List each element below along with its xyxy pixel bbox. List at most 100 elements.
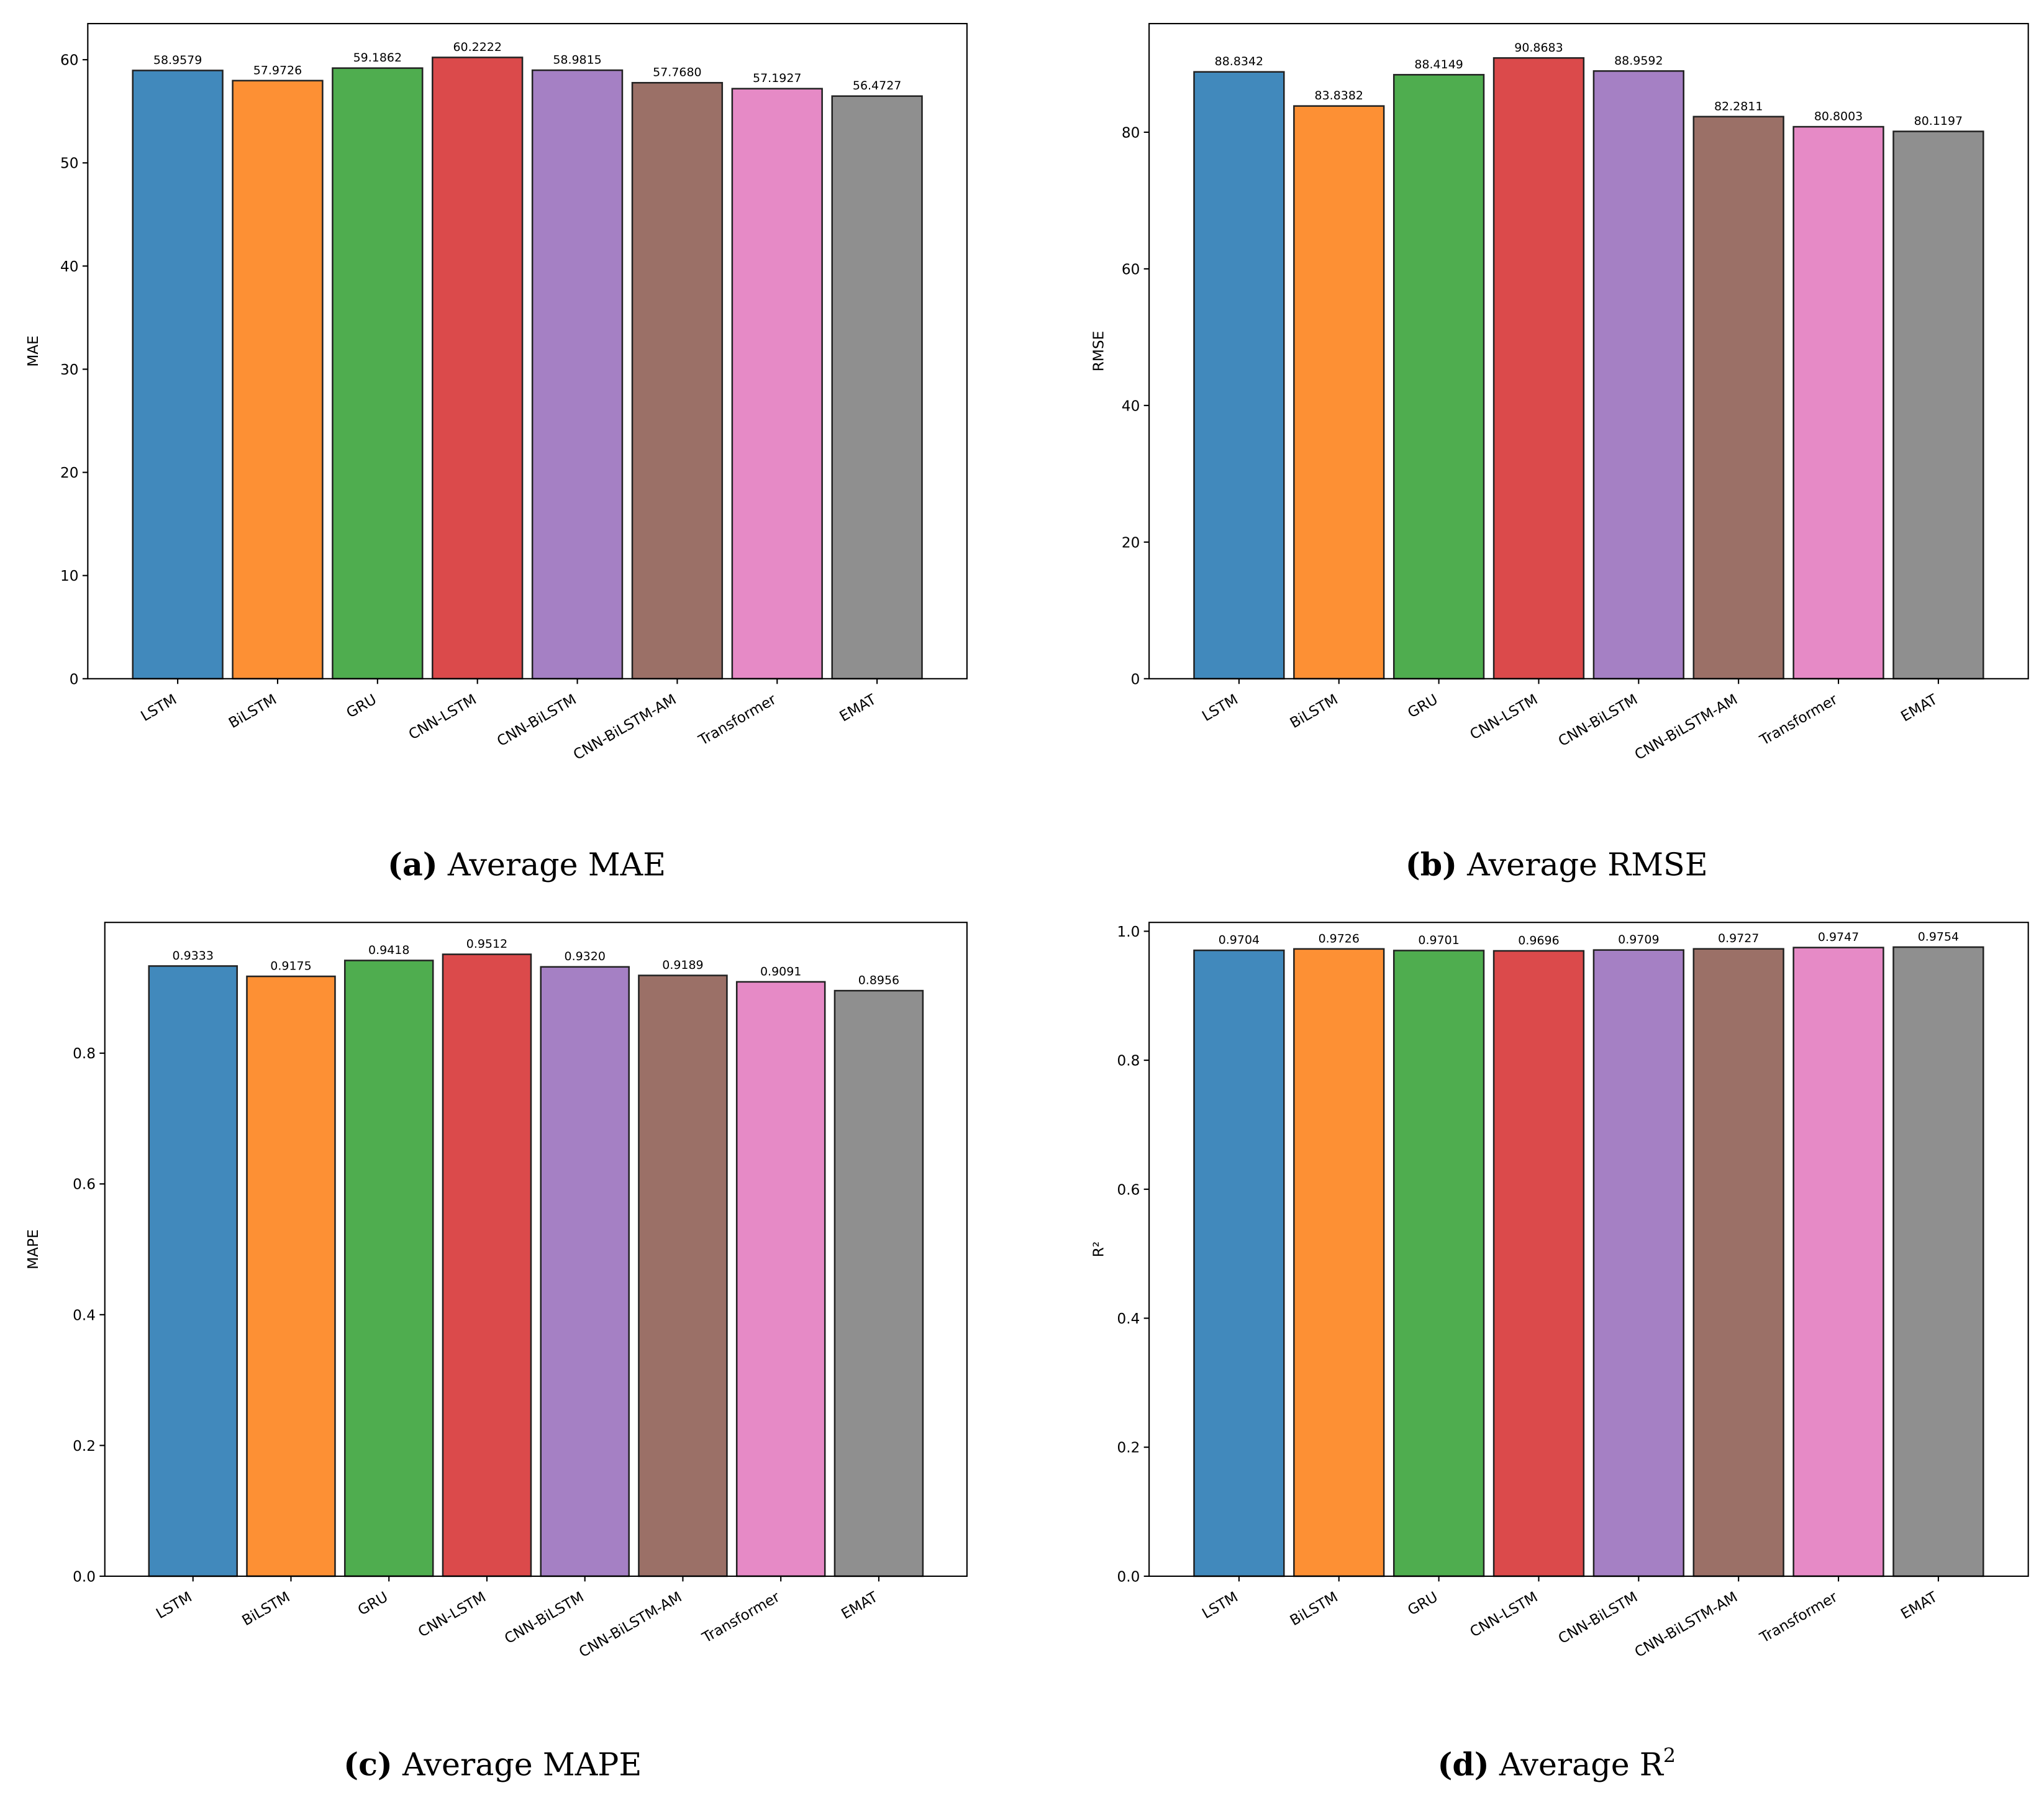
bar-lstm xyxy=(132,70,224,680)
chart-caption: (b) Average RMSE xyxy=(1406,845,1708,883)
caption-label: (b) xyxy=(1406,845,1457,883)
bar-gru xyxy=(332,67,424,680)
y-tick-label: 0.8 xyxy=(73,1045,96,1062)
bar-value-label: 88.9592 xyxy=(1614,54,1663,68)
x-tick-label: GRU xyxy=(1405,691,1441,722)
bar-emat xyxy=(1892,946,1984,1578)
bar-cnn-lstm xyxy=(432,57,524,680)
bar-gru xyxy=(1392,950,1485,1578)
x-tick-label: CNN-LSTM xyxy=(1467,1589,1540,1641)
chart-panel-c: 0.9333 LSTM 0.9175 BiLSTM 0.9418 GRU 0.9512 CNN… xyxy=(25,922,968,1783)
x-tick-label: CNN-BiLSTM xyxy=(1555,691,1640,750)
bar-value-label: 57.1927 xyxy=(753,71,801,85)
y-tick-label: 0 xyxy=(1131,671,1140,688)
x-tick-label: CNN-BiLSTM xyxy=(1555,1589,1640,1648)
y-axis-label: R² xyxy=(1090,1242,1107,1257)
y-tick-label: 60 xyxy=(1122,261,1140,278)
bar-value-label: 0.9333 xyxy=(173,949,214,963)
bar-cnn-bilstm-am xyxy=(1692,116,1784,680)
caption-label: (a) xyxy=(388,845,438,883)
x-tick-label: CNN-BiLSTM xyxy=(502,1589,587,1648)
y-tick-label: 0.2 xyxy=(73,1438,96,1455)
caption-text: Average MAE xyxy=(438,846,666,883)
y-tick-label: 1.0 xyxy=(1117,924,1140,940)
x-tick-label: CNN-LSTM xyxy=(406,691,479,743)
y-tick-label: 0.6 xyxy=(73,1176,96,1193)
y-tick-label: 0.8 xyxy=(1117,1053,1140,1069)
chart-panel-b: 88.8342 LSTM 83.8382 BiLSTM 88.4149 GRU 90.868… xyxy=(1090,22,2029,883)
y-axis-label: MAE xyxy=(25,335,42,367)
y-tick-label: 20 xyxy=(60,465,79,481)
bar-value-label: 0.9726 xyxy=(1319,932,1360,945)
x-tick-label: CNN-BiLSTM-AM xyxy=(1632,691,1740,764)
bar-value-label: 59.1862 xyxy=(353,51,402,65)
bar-gru xyxy=(1392,74,1485,680)
x-tick-label: BiLSTM xyxy=(239,1589,293,1629)
chart-panel-a: 58.9579 LSTM 57.9726 BiLSTM 59.1862 GRU 60.222… xyxy=(25,22,968,883)
bar-value-label: 56.4727 xyxy=(853,79,901,93)
y-axis-label: MAPE xyxy=(25,1229,42,1269)
x-tick-label: CNN-BiLSTM-AM xyxy=(576,1589,685,1661)
bar-cnn-bilstm-am xyxy=(1692,948,1784,1578)
x-tick-label: CNN-BiLSTM-AM xyxy=(571,691,679,764)
bar-cnn-bilstm xyxy=(1592,949,1684,1578)
bar-value-label: 90.8683 xyxy=(1514,41,1563,55)
bar-cnn-lstm xyxy=(442,953,532,1578)
bar-value-label: 0.9091 xyxy=(760,965,801,978)
bar-value-label: 0.9709 xyxy=(1618,933,1659,947)
bar-value-label: 58.9579 xyxy=(153,53,202,67)
caption-text: Average RMSE xyxy=(1457,846,1708,883)
chart-panel-d: 0.9704 LSTM 0.9726 BiLSTM 0.9701 GRU 0.9696 CNN… xyxy=(1090,922,2029,1783)
bar-bilstm xyxy=(1293,105,1385,680)
bar-value-label: 80.1197 xyxy=(1914,114,1963,128)
bar-transformer xyxy=(1792,947,1884,1578)
x-tick-label: EMAT xyxy=(837,691,879,725)
bar-value-label: 0.9512 xyxy=(466,937,507,951)
axes-frame xyxy=(1148,922,2029,1577)
x-tick-label: BiLSTM xyxy=(1287,691,1340,732)
bar-cnn-bilstm xyxy=(531,69,624,680)
bar-value-label: 82.2811 xyxy=(1714,99,1763,113)
x-tick-label: CNN-LSTM xyxy=(416,1589,489,1641)
bar-cnn-bilstm-am xyxy=(631,81,724,680)
bar-value-label: 0.9747 xyxy=(1818,930,1859,944)
bar-cnn-bilstm xyxy=(1592,70,1684,680)
x-tick-label: LSTM xyxy=(153,1589,195,1622)
x-tick-label: LSTM xyxy=(1199,1589,1241,1622)
y-tick-label: 0.0 xyxy=(73,1568,96,1585)
bar-value-label: 58.9815 xyxy=(553,53,601,67)
bar-value-label: 60.2222 xyxy=(453,40,501,54)
bar-cnn-bilstm-am xyxy=(638,974,728,1578)
x-tick-label: Transformer xyxy=(695,691,779,749)
bar-value-label: 57.9726 xyxy=(253,63,302,77)
bar-transformer xyxy=(731,88,823,680)
bar-value-label: 0.9320 xyxy=(565,950,606,963)
x-tick-label: Transformer xyxy=(1756,691,1840,749)
bar-value-label: 0.9704 xyxy=(1219,933,1260,947)
bar-cnn-bilstm xyxy=(540,966,630,1578)
chart-caption: (d) Average R2 xyxy=(1437,1745,1676,1782)
x-tick-label: EMAT xyxy=(1898,1588,1941,1622)
bar-value-label: 83.8382 xyxy=(1315,89,1363,102)
y-tick-label: 0.2 xyxy=(1117,1440,1140,1456)
bar-lstm xyxy=(1193,949,1285,1578)
bar-value-label: 88.8342 xyxy=(1215,55,1263,68)
y-tick-label: 40 xyxy=(60,258,79,275)
x-tick-label: GRU xyxy=(343,691,379,722)
x-tick-label: LSTM xyxy=(1199,691,1241,725)
bar-value-label: 0.9727 xyxy=(1718,932,1759,945)
bar-gru xyxy=(343,960,434,1578)
x-tick-label: BiLSTM xyxy=(1287,1589,1340,1629)
caption-text: Average R xyxy=(1489,1746,1665,1783)
y-tick-label: 10 xyxy=(60,568,79,584)
x-tick-label: CNN-BiLSTM-AM xyxy=(1632,1589,1740,1661)
bar-value-label: 88.4149 xyxy=(1414,58,1463,71)
bar-value-label: 57.7680 xyxy=(653,66,701,79)
y-tick-label: 0.4 xyxy=(1117,1310,1140,1327)
bar-transformer xyxy=(1792,125,1884,680)
bar-cnn-lstm xyxy=(1492,950,1585,1578)
bar-lstm xyxy=(1193,71,1285,680)
bar-emat xyxy=(831,95,923,680)
x-tick-label: CNN-LSTM xyxy=(1467,691,1540,743)
